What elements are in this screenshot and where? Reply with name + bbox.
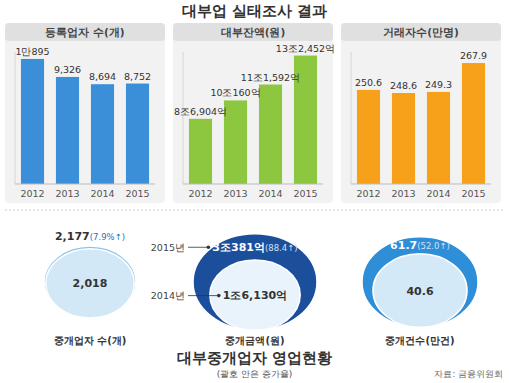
data-label: 248.6: [390, 80, 417, 91]
main-title: 대부업 실태조사 결과: [182, 2, 327, 20]
inner-circle: [46, 249, 135, 318]
bar: [21, 59, 44, 184]
source: 자료: 금융위원회: [434, 369, 503, 379]
infographic: 대부업 실태조사 결과등록업자 수(개) 1만895 2012 9,326 2013 8,…: [0, 0, 509, 383]
baseline: [183, 184, 323, 185]
panel-bg: [341, 23, 501, 203]
x-tick-label: 2012: [356, 188, 380, 199]
leader-line: [188, 247, 208, 248]
data-label: 250.6: [355, 77, 382, 88]
year-label: 2015년: [151, 242, 185, 253]
year-label: 2014년: [151, 290, 185, 301]
data-label: 8조6,904억: [174, 106, 227, 117]
footer-title: 대부중개업자 영업현황: [177, 350, 332, 366]
bar: [224, 100, 247, 184]
growth-label: (7.9%↑): [90, 232, 125, 242]
x-tick-label: 2012: [20, 188, 44, 199]
inner-circle: [210, 260, 300, 330]
circle-title: 중개건수(만건): [385, 335, 454, 346]
x-tick-label: 2013: [391, 188, 415, 199]
bar: [56, 77, 79, 184]
separator: [5, 210, 504, 211]
panel-header: [5, 23, 165, 41]
bar: [91, 84, 114, 184]
outer-value: 61.7: [390, 239, 417, 252]
y-axis-line: [183, 52, 184, 184]
data-label: 9,326: [54, 64, 81, 75]
leader-line: [188, 295, 219, 296]
data-label: 249.3: [425, 79, 452, 90]
panel-header: [341, 23, 501, 41]
circle-title: 중개업자 수(개): [54, 335, 127, 346]
leader-dot: [217, 294, 221, 298]
bar: [462, 63, 485, 184]
data-label: 8,752: [124, 71, 151, 82]
panel-title: 거래자수(만명): [383, 26, 459, 38]
outer-value: 2,177: [55, 230, 90, 243]
outer-value: 3조381억: [212, 241, 265, 254]
panel-title: 등록업자 수(개): [45, 26, 124, 38]
inner-value: 1조6,130억: [223, 289, 287, 302]
bars: [189, 56, 317, 184]
circle-chart: 3조381억(88.4↑) 1조6,130억 2014년 2015년중개금액(원): [151, 234, 317, 346]
x-tick-label: 2015: [461, 188, 485, 199]
baseline: [351, 184, 491, 185]
panel-bg: [5, 23, 165, 203]
y-axis-line: [351, 52, 352, 184]
x-tick-label: 2015: [125, 188, 149, 199]
bar: [427, 92, 450, 184]
bar: [189, 119, 212, 184]
outer-label: 61.7(52.0↑): [390, 239, 450, 252]
circle-chart: 2,177(7.9%↑) 2,018 중개업자 수(개): [44, 230, 136, 346]
bar-panel: 등록업자 수(개) 1만895 2012 9,326 2013 8,694 2014 8,75…: [5, 23, 165, 203]
x-tick-label: 2015: [293, 188, 317, 199]
x-tick-label: 2014: [258, 188, 282, 199]
x-tick-label: 2014: [90, 188, 114, 199]
y-axis-line: [15, 52, 16, 184]
data-label: 10조160억: [210, 87, 260, 98]
data-label: 267.9: [460, 50, 487, 61]
x-tick-label: 2014: [426, 188, 450, 199]
x-tick-label: 2012: [188, 188, 212, 199]
growth-label: (52.0↑): [417, 241, 450, 251]
circle-chart: 61.7(52.0↑) 40.6 중개건수(만건): [362, 237, 478, 346]
inner-value: 40.6: [406, 285, 433, 298]
panel-header: [173, 23, 333, 41]
leader-dot: [207, 245, 211, 249]
bar: [126, 84, 149, 184]
panel-title: 대부잔액(원): [221, 26, 286, 38]
outer-label: 2,177(7.9%↑): [55, 230, 125, 243]
baseline: [15, 184, 155, 185]
inner-circle: [373, 254, 467, 327]
bar-panel: 거래자수(만명) 250.6 2012 248.6 2013 249.3 2014 267.9…: [341, 23, 501, 203]
x-tick-label: 2013: [223, 188, 247, 199]
outer-circle: [362, 237, 478, 327]
data-label: 8,694: [89, 71, 116, 82]
circle-title: 중개금액(원): [225, 335, 284, 346]
data-label: 13조2,452억: [276, 43, 335, 54]
inner-value: 2,018: [73, 277, 108, 290]
data-label: 11조1,592억: [241, 72, 300, 83]
growth-label: (88.4↑): [265, 243, 298, 253]
bar-panel: 대부잔액(원) 8조6,904억 2012 10조160억 2013 11조1,592억 2…: [173, 23, 335, 203]
footer-subtitle: (괄호 안은 증가율): [217, 369, 293, 379]
data-label: 1만895: [15, 46, 49, 57]
outer-circle: [44, 246, 136, 318]
bar: [357, 90, 380, 184]
bar: [392, 93, 415, 184]
outer-circle: [193, 234, 317, 331]
x-tick-label: 2013: [55, 188, 79, 199]
bar: [259, 85, 282, 184]
outer-label: 3조381억(88.4↑): [212, 241, 297, 254]
